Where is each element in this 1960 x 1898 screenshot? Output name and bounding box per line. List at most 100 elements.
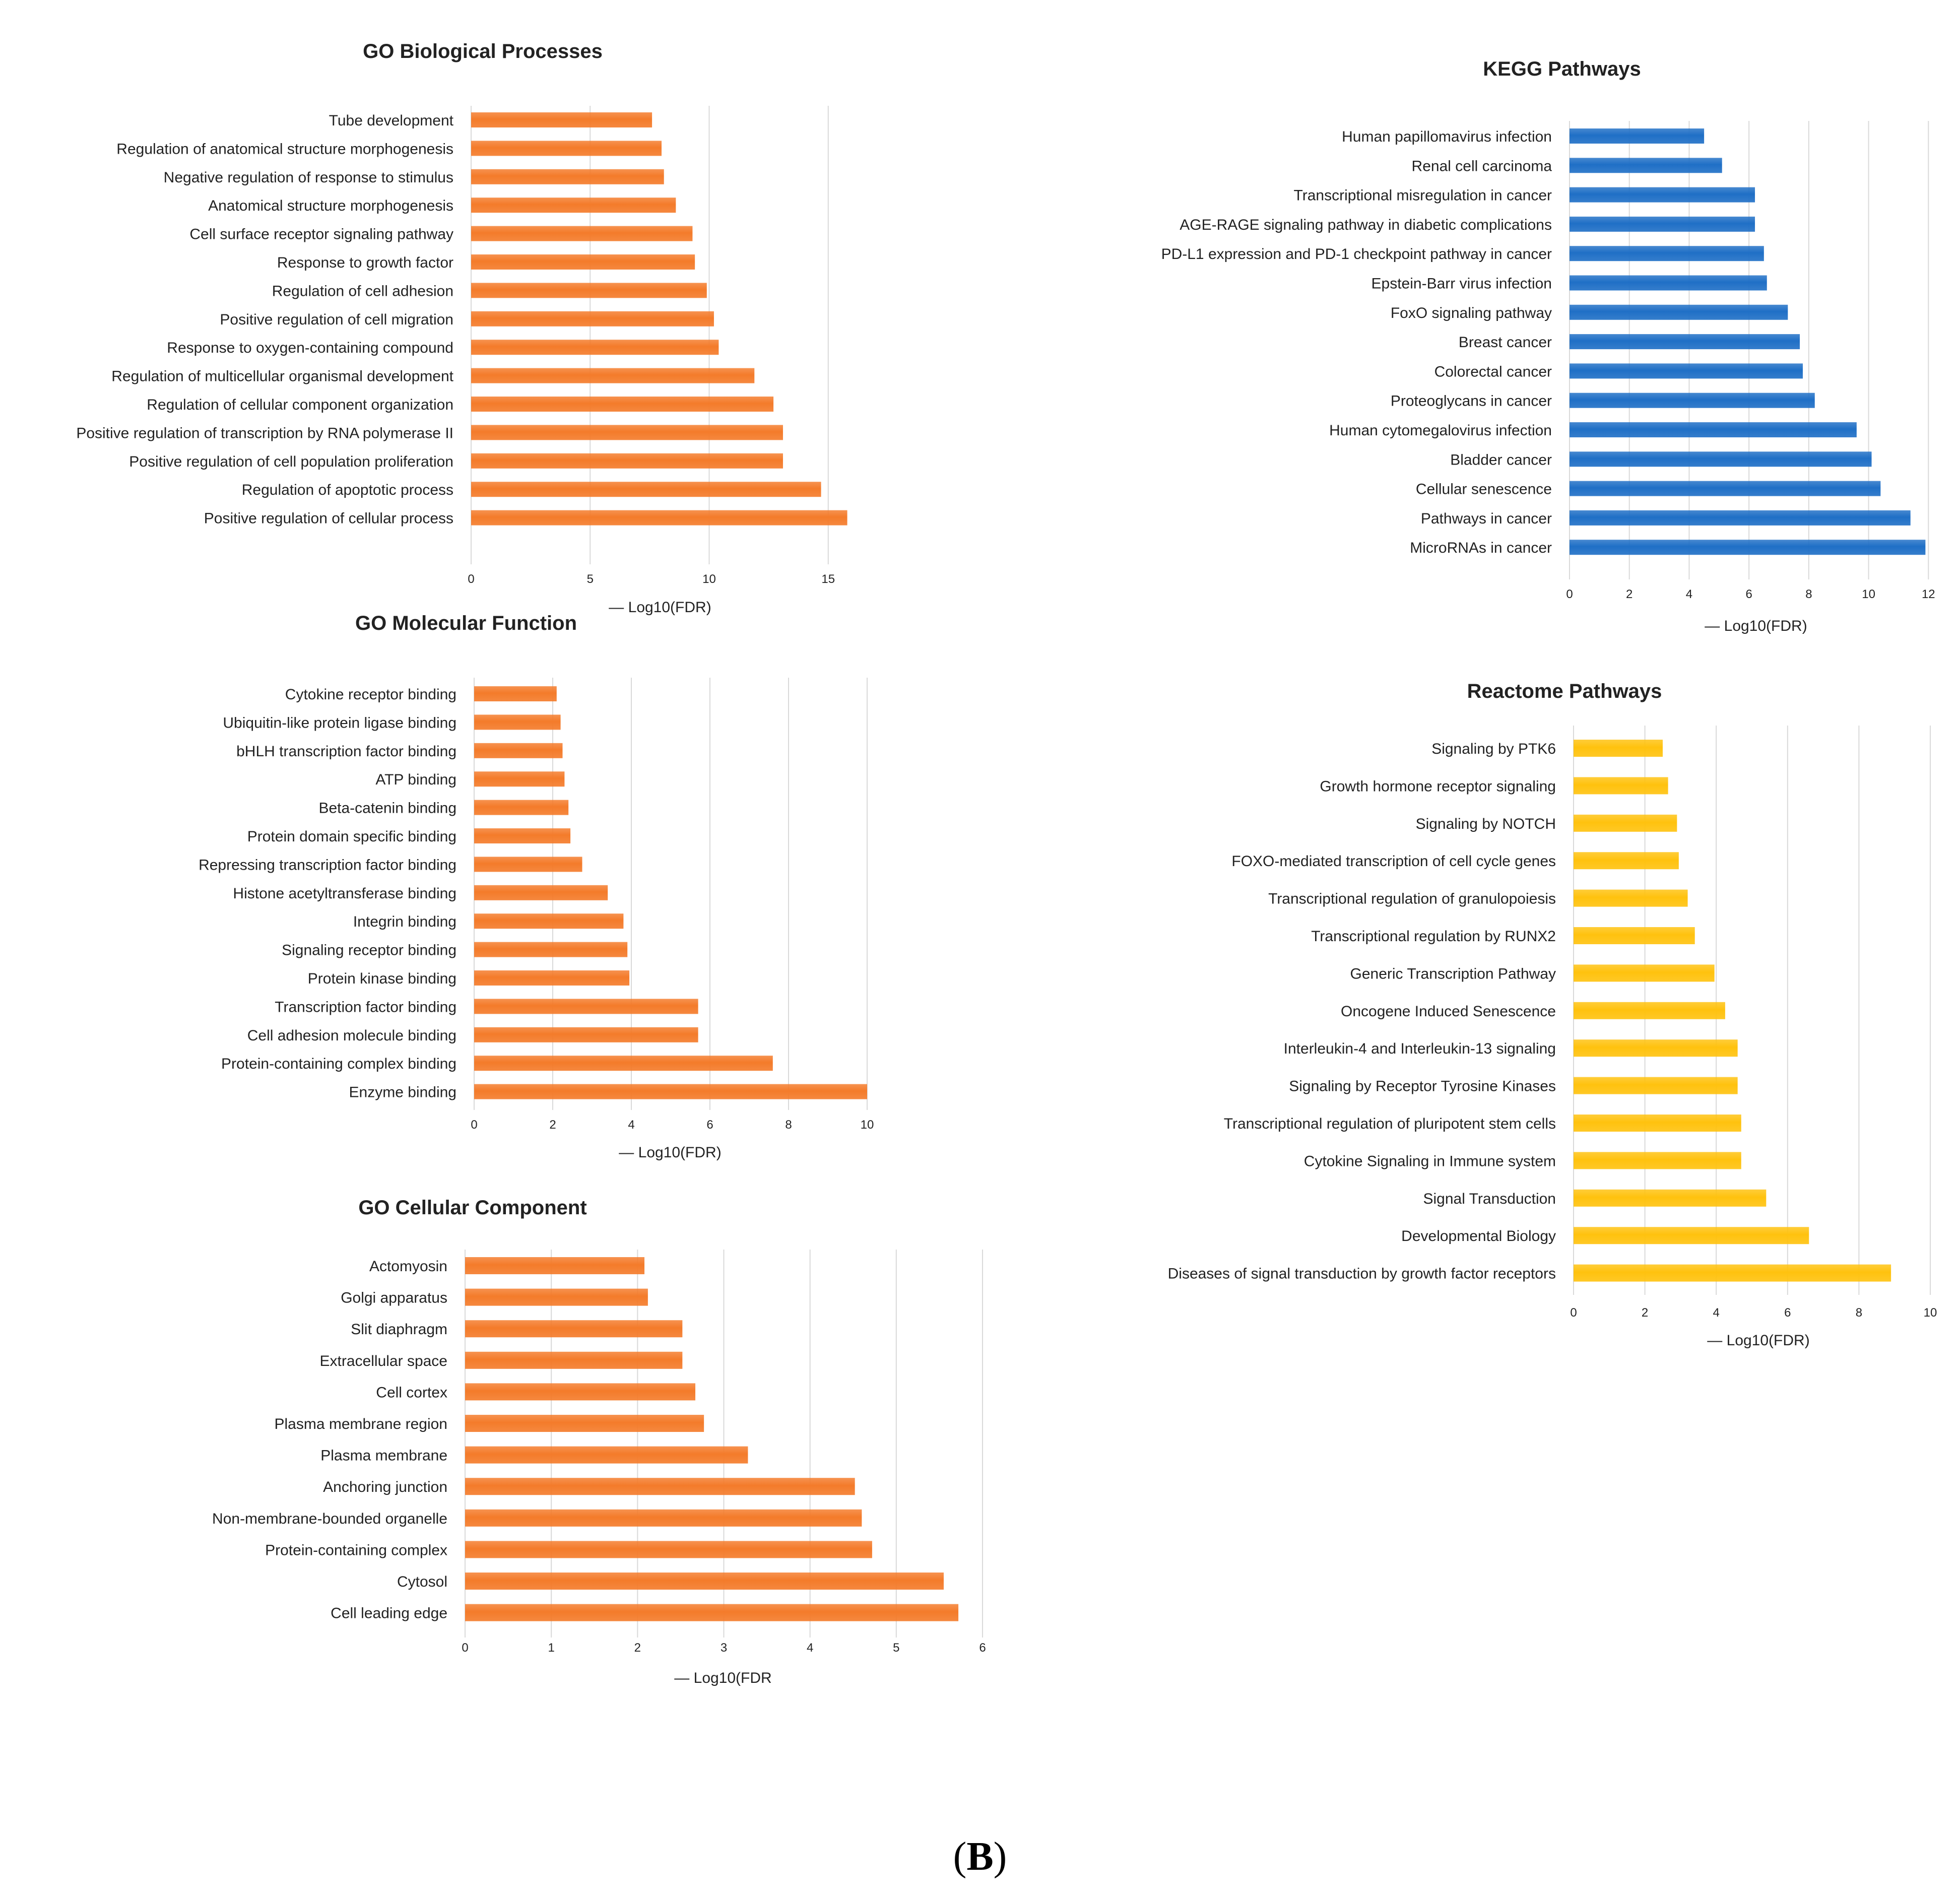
bar-transcriptional-regulation-of-granulopoiesis [1574,889,1688,907]
x-tick-label: 3 [721,1641,727,1655]
x-tick-label: 4 [1713,1306,1720,1320]
category-label: Positive regulation of cell population p… [129,453,453,470]
x-tick-label: 12 [1922,587,1935,601]
category-label: Signaling receptor binding [282,942,456,959]
chart-reactome-pathways: Reactome Pathways 0 2 4 6 8 10 — Log10(FDR) Sign… [1168,680,1937,1349]
bar-golgi-apparatus [465,1288,648,1306]
bar-response-to-growth-factor [471,254,695,270]
x-tick-label: 2 [634,1641,641,1655]
x-axis-title: — Log10(FDR) [609,599,711,616]
category-label: Cytosol [397,1574,447,1590]
bar-transcriptional-regulation-by-runx2 [1574,927,1695,944]
category-label: Protein kinase binding [308,970,456,987]
category-label: Transcriptional regulation of granulopoi… [1268,891,1556,907]
bar-transcriptional-regulation-of-pluripotent-stem-cells [1574,1115,1741,1132]
bar-bhlh-transcription-factor-binding [474,743,563,758]
chart-go-cellular-component: GO Cellular Component 0 1 2 3 4 5 6 — Log10(FDR A… [212,1197,986,1686]
category-label: Interleukin-4 and Interleukin-13 signali… [1284,1040,1556,1057]
category-label: Plasma membrane [320,1448,447,1464]
category-label: Colorectal cancer [1434,363,1552,380]
bar-repressing-transcription-factor-binding [474,857,582,872]
bar-signaling-by-notch [1574,814,1677,832]
category-label: Protein-containing complex [265,1542,447,1558]
bar-signaling-by-ptk6 [1574,740,1663,757]
x-tick-label: 0 [1570,1306,1577,1320]
category-label: Renal cell carcinoma [1412,158,1552,174]
bar-generic-transcription-pathway [1574,964,1715,982]
bar-positive-regulation-of-cell-migration [471,311,714,326]
bar-cell-cortex [465,1383,696,1401]
category-label: Integrin binding [353,913,456,930]
category-label: Plasma membrane region [275,1416,448,1432]
x-tick-label: 4 [1686,587,1692,601]
bar-transcriptional-misregulation-in-cancer [1570,187,1755,203]
bar-bladder-cancer [1570,451,1872,467]
bar-slit-diaphragm [465,1320,683,1338]
category-label: Cell leading edge [331,1605,447,1622]
category-label: Signaling by PTK6 [1431,741,1556,757]
x-tick-label: 10 [702,572,716,586]
x-tick-label: 6 [1745,587,1752,601]
bar-positive-regulation-of-cell-population-proliferation [471,453,783,469]
bar-integrin-binding [474,913,624,929]
category-label: Signaling by NOTCH [1416,816,1556,832]
chart-title: GO Biological Processes [363,40,603,62]
x-axis-title: — Log10(FDR) [1705,618,1807,634]
bar-protein-containing-complex-binding [474,1056,773,1071]
category-label: Cell cortex [376,1384,447,1401]
bar-atp-binding [474,771,565,787]
x-tick-label: 10 [1924,1306,1937,1320]
bar-micrornas-in-cancer [1570,540,1926,555]
bar-actomyosin [465,1257,645,1274]
x-axis-title: — Log10(FDR) [1707,1332,1809,1349]
category-label: Regulation of cellular component organiz… [147,397,453,413]
bar-transcription-factor-binding [474,999,698,1014]
panel-letter: B [966,1835,994,1879]
bar-regulation-of-multicellular-organismal-development [471,368,755,383]
bar-regulation-of-apoptotic-process [471,482,821,497]
category-label: FOXO-mediated transcription of cell cycl… [1231,853,1556,870]
category-label: Anatomical structure morphogenesis [208,198,453,214]
chart-kegg-pathways: KEGG Pathways 0 2 4 6 8 10 12 — Log10(FDR) Human … [1161,58,1935,634]
bar-regulation-of-cellular-component-organization [471,397,774,412]
bar-oncogene-induced-senescence [1574,1002,1725,1019]
bar-signal-transduction [1574,1189,1767,1207]
category-label: Response to growth factor [277,254,453,271]
x-tick-label: 10 [1862,587,1875,601]
bar-enzyme-binding [474,1084,867,1099]
bar-plasma-membrane-region [465,1415,704,1432]
category-label: Repressing transcription factor binding [199,857,456,873]
bar-pathways-in-cancer [1570,510,1911,526]
x-tick-label: 0 [1566,587,1573,601]
bar-plasma-membrane [465,1446,748,1464]
chart-title: GO Cellular Component [358,1197,586,1219]
category-label: Regulation of multicellular organismal d… [111,368,453,385]
category-label: Transcriptional regulation of pluripoten… [1224,1116,1556,1132]
chart-title: KEGG Pathways [1483,58,1641,80]
bar-protein-domain-specific-binding [474,828,571,843]
category-label: Cytokine receptor binding [285,686,456,703]
bar-human-papillomavirus-infection [1570,128,1705,144]
bar-foxo-signaling-pathway [1570,304,1788,320]
bar-cytokine-signaling-in-immune-system [1574,1152,1741,1169]
category-label: Generic Transcription Pathway [1350,965,1556,982]
x-tick-label: 6 [979,1641,986,1655]
category-label: FoxO signaling pathway [1391,305,1552,321]
category-label: Cellular senescence [1416,481,1552,498]
category-label: Breast cancer [1459,334,1552,351]
panel-label: (B) [953,1835,1007,1879]
category-label: Transcriptional misregulation in cancer [1294,187,1552,204]
category-label: Cell surface receptor signaling pathway [189,226,453,243]
bar-signaling-receptor-binding [474,942,628,957]
x-tick-label: 8 [785,1118,792,1132]
x-tick-label: 8 [1856,1306,1862,1320]
x-tick-label: 15 [821,572,835,586]
x-tick-label: 4 [628,1118,634,1132]
bar-response-to-oxygen-containing-compound [471,340,719,355]
x-axis-title: — Log10(FDR) [619,1144,721,1161]
x-axis-title: — Log10(FDR [674,1670,771,1686]
bar-cytokine-receptor-binding [474,686,557,701]
bar-growth-hormone-receptor-signaling [1574,777,1668,795]
category-label: Negative regulation of response to stimu… [164,169,453,186]
category-label: MicroRNAs in cancer [1410,540,1552,556]
